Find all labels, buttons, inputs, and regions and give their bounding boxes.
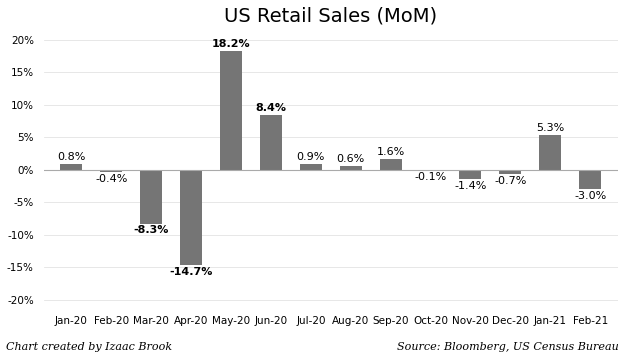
Text: -1.4%: -1.4%	[454, 181, 487, 190]
Bar	[61, 164, 82, 170]
Bar	[459, 170, 481, 179]
Text: -3.0%: -3.0%	[574, 191, 606, 201]
Bar	[340, 166, 362, 170]
Text: 0.6%: 0.6%	[337, 154, 365, 164]
Text: -8.3%: -8.3%	[134, 225, 169, 235]
Bar	[300, 164, 322, 170]
Text: 0.9%: 0.9%	[297, 152, 325, 162]
Text: Chart created by Izaac Brook: Chart created by Izaac Brook	[6, 342, 172, 352]
Text: 0.8%: 0.8%	[58, 153, 86, 162]
Text: 8.4%: 8.4%	[256, 103, 286, 113]
Bar	[379, 159, 402, 170]
Bar	[220, 51, 242, 170]
Text: 18.2%: 18.2%	[212, 39, 251, 49]
Bar	[260, 115, 282, 170]
Bar	[499, 170, 521, 174]
Bar	[180, 170, 202, 265]
Bar	[579, 170, 601, 189]
Title: US Retail Sales (MoM): US Retail Sales (MoM)	[224, 7, 438, 26]
Text: Source: Bloomberg, US Census Bureau: Source: Bloomberg, US Census Bureau	[397, 342, 619, 352]
Text: 1.6%: 1.6%	[376, 147, 405, 157]
Text: -0.7%: -0.7%	[494, 176, 526, 186]
Text: -0.1%: -0.1%	[414, 172, 447, 182]
Bar	[539, 135, 561, 170]
Text: 5.3%: 5.3%	[536, 123, 564, 133]
Bar	[101, 170, 122, 172]
Text: -14.7%: -14.7%	[169, 267, 213, 277]
Text: -0.4%: -0.4%	[95, 174, 128, 184]
Bar	[140, 170, 162, 223]
